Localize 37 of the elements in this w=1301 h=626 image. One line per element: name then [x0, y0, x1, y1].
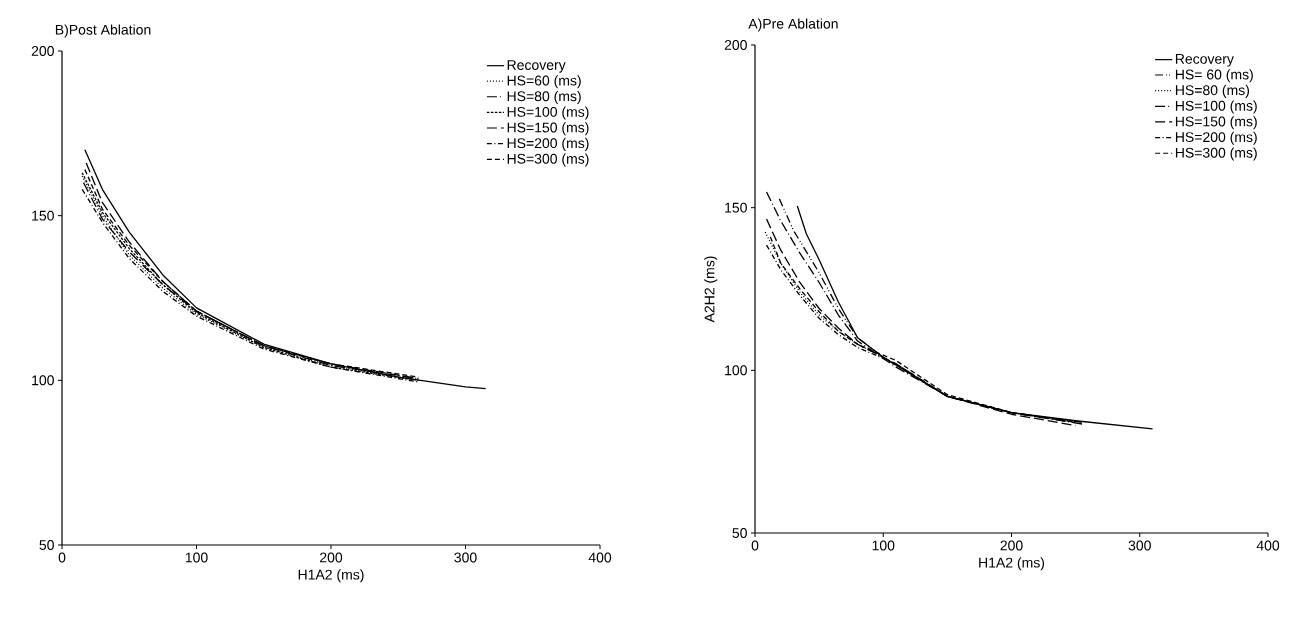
y-tick-label: 200: [31, 46, 54, 56]
legend-label: HS=150 (ms): [507, 122, 589, 136]
legend-label: HS=200 (ms): [507, 137, 589, 151]
x-axis-title: H1A2 (ms): [979, 557, 1045, 571]
legend-label: HS= 60 (ms): [1175, 69, 1253, 83]
y-tick-label: 50: [732, 528, 747, 538]
legend-label: HS=200 (ms): [1175, 131, 1257, 145]
y-axis-title: A2H2 (ms): [704, 256, 718, 323]
legend-label: HS=100 (ms): [1175, 100, 1257, 114]
legend-label: HS=300 (ms): [507, 153, 589, 167]
y-tick-label: 100: [725, 365, 747, 376]
y-tick-label: 50: [39, 540, 54, 550]
legend-label: HS=80 (ms): [1175, 84, 1249, 98]
x-tick-label: 400: [588, 552, 612, 563]
y-tick-label: 100: [32, 375, 54, 386]
x-tick-label: 0: [751, 540, 759, 551]
x-tick-label: 400: [1256, 540, 1280, 551]
x-tick-label: 100: [185, 552, 208, 563]
x-tick-label: 300: [454, 552, 477, 563]
chart-title: B)Post Ablation: [55, 24, 151, 38]
legend-label: HS=150 (ms): [1175, 116, 1257, 130]
legend-label: HS=80 (ms): [507, 90, 581, 104]
legend-label: HS=300 (ms): [1175, 147, 1257, 161]
x-tick-label: 300: [1128, 540, 1151, 551]
chart-title: A)Pre Ablation: [748, 18, 838, 32]
legend-label: HS=100 (ms): [507, 106, 589, 120]
legend-label: Recovery: [507, 60, 566, 73]
legend-label: Recovery: [1175, 54, 1234, 67]
x-tick-label: 100: [872, 540, 895, 551]
legend-label: HS=60 (ms): [507, 75, 581, 89]
y-tick-label: 150: [32, 210, 54, 221]
x-tick-label: 200: [1000, 540, 1023, 551]
y-tick-label: 200: [724, 40, 747, 50]
x-tick-label: 0: [58, 552, 66, 563]
x-tick-label: 200: [320, 552, 343, 563]
x-axis-title: H1A2 (ms): [298, 569, 364, 583]
y-tick-label: 150: [725, 202, 747, 213]
